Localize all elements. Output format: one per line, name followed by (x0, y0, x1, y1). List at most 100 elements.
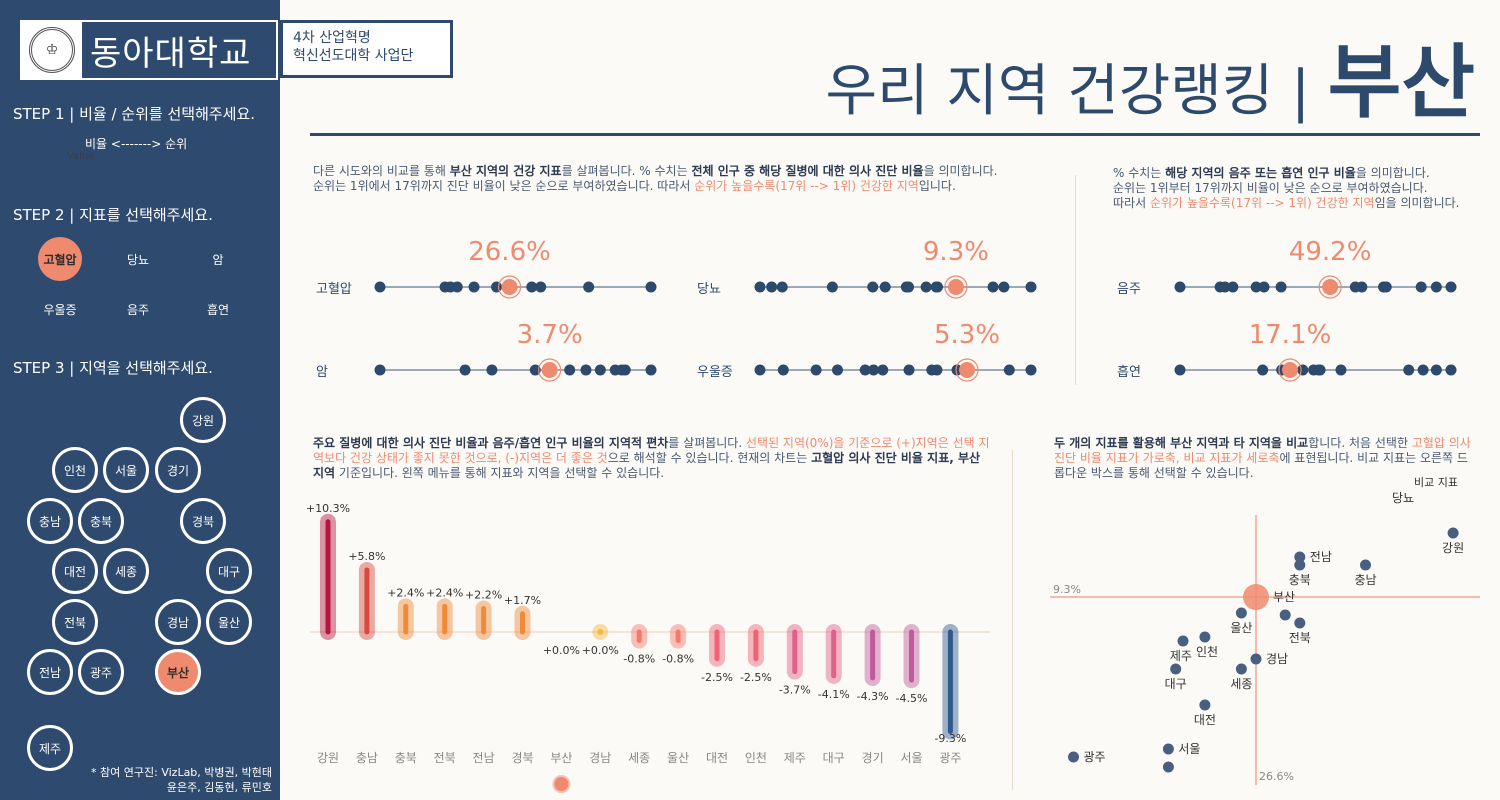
region-dot[interactable] (879, 281, 891, 293)
region-dot[interactable] (754, 281, 766, 293)
indicator-button-1[interactable]: 당뇨 (126, 252, 150, 267)
region-dot[interactable] (932, 281, 944, 293)
region-dot[interactable] (1258, 281, 1270, 293)
region-dot[interactable] (1003, 364, 1015, 376)
region-dot[interactable] (810, 364, 822, 376)
region-dot[interactable] (1025, 281, 1037, 293)
region-button-9[interactable]: 대구 (206, 548, 252, 594)
selected-region-dot[interactable] (1282, 362, 1299, 378)
region-button-13[interactable]: 전남 (27, 649, 73, 695)
region-dot[interactable] (645, 364, 657, 376)
region-dot[interactable] (1430, 364, 1442, 376)
region-dot[interactable] (583, 281, 595, 293)
region-dot[interactable] (1415, 281, 1427, 293)
region-dot[interactable] (1445, 364, 1457, 376)
region-dot[interactable] (580, 364, 592, 376)
scatter-point[interactable] (1068, 751, 1079, 763)
scatter-point[interactable] (1162, 743, 1174, 755)
region-dot[interactable] (1257, 364, 1269, 376)
region-dot[interactable] (1445, 281, 1457, 293)
region-dot[interactable] (754, 364, 766, 376)
scatter-point[interactable] (1294, 617, 1306, 629)
region-dot[interactable] (1275, 281, 1287, 293)
region-button-14[interactable]: 광주 (78, 649, 124, 695)
region-dot[interactable] (1417, 364, 1429, 376)
region-dot[interactable] (1356, 281, 1368, 293)
region-dot[interactable] (1250, 281, 1262, 293)
scatter-point[interactable] (1162, 761, 1174, 773)
region-dot[interactable] (987, 281, 999, 293)
region-dot[interactable] (468, 281, 480, 293)
scatter-point[interactable] (1235, 607, 1247, 619)
region-dot[interactable] (374, 281, 386, 293)
indicator-button-2[interactable]: 암 (212, 252, 224, 267)
region-dot[interactable] (486, 364, 498, 376)
bar[interactable] (597, 629, 604, 635)
region-dot[interactable] (564, 364, 576, 376)
scatter-point[interactable] (1360, 559, 1371, 571)
region-dot[interactable] (931, 364, 943, 376)
region-dot[interactable] (1219, 281, 1231, 293)
region-button-2[interactable]: 서울 (103, 447, 149, 493)
region-dot[interactable] (877, 364, 889, 376)
region-dot[interactable] (1314, 364, 1326, 376)
region-dot[interactable] (868, 364, 880, 376)
indicator-button-0[interactable]: 고혈압 (38, 237, 82, 281)
scatter-point[interactable] (1170, 663, 1182, 675)
region-dot[interactable] (777, 364, 789, 376)
region-dot[interactable] (1335, 364, 1347, 376)
region-dot[interactable] (491, 281, 503, 293)
region-dot[interactable] (998, 281, 1010, 293)
region-dot[interactable] (451, 281, 463, 293)
region-dot[interactable] (459, 364, 471, 376)
scatter-point[interactable] (1279, 609, 1291, 621)
region-button-16[interactable]: 제주 (27, 725, 73, 771)
region-dot[interactable] (776, 281, 788, 293)
region-dot[interactable] (594, 364, 606, 376)
region-button-1[interactable]: 인천 (52, 447, 98, 493)
region-button-15[interactable]: 부산 (155, 649, 201, 695)
region-button-5[interactable]: 충북 (78, 498, 124, 544)
region-dot[interactable] (1174, 281, 1186, 293)
region-dot[interactable] (535, 281, 547, 293)
selected-region-dot[interactable] (947, 279, 964, 295)
scatter-point[interactable] (1177, 635, 1189, 647)
region-dot[interactable] (1297, 364, 1309, 376)
region-button-8[interactable]: 세종 (103, 548, 149, 594)
region-button-11[interactable]: 경남 (155, 599, 201, 645)
scatter-point[interactable] (1250, 653, 1262, 665)
region-dot[interactable] (1380, 281, 1392, 293)
region-dot[interactable] (1403, 364, 1415, 376)
scatter-point[interactable] (1199, 699, 1211, 711)
region-dot[interactable] (529, 364, 541, 376)
scatter-point[interactable] (1199, 631, 1211, 643)
region-dot[interactable] (1227, 281, 1239, 293)
region-dot[interactable] (826, 281, 838, 293)
ratio-rank-toggle[interactable]: 비율 <-------> 순위 (85, 137, 188, 151)
region-button-10[interactable]: 전북 (52, 599, 98, 645)
indicator-button-3[interactable]: 우울증 (43, 302, 77, 317)
scatter-point[interactable] (1294, 551, 1306, 563)
region-dot[interactable] (903, 364, 915, 376)
region-dot[interactable] (920, 281, 932, 293)
region-dot[interactable] (1174, 364, 1186, 376)
region-dot[interactable] (867, 281, 879, 293)
region-button-3[interactable]: 경기 (155, 447, 201, 493)
scatter-point[interactable] (1447, 527, 1459, 539)
selected-region-dot[interactable] (541, 362, 558, 378)
region-button-4[interactable]: 충남 (27, 498, 73, 544)
region-button-7[interactable]: 대전 (52, 548, 98, 594)
region-dot[interactable] (645, 281, 657, 293)
indicator-button-4[interactable]: 음주 (126, 302, 150, 317)
region-dot[interactable] (832, 364, 844, 376)
region-dot[interactable] (374, 364, 386, 376)
region-button-12[interactable]: 울산 (206, 599, 252, 645)
compare-indicator-dropdown[interactable]: 당뇨 (1392, 491, 1415, 505)
indicator-button-5[interactable]: 흡연 (206, 302, 230, 317)
scatter-point[interactable] (1294, 559, 1306, 571)
region-button-0[interactable]: 강원 (180, 397, 226, 443)
region-dot[interactable] (1025, 364, 1037, 376)
region-button-6[interactable]: 경북 (180, 498, 226, 544)
region-dot[interactable] (859, 364, 871, 376)
region-dot[interactable] (619, 364, 631, 376)
